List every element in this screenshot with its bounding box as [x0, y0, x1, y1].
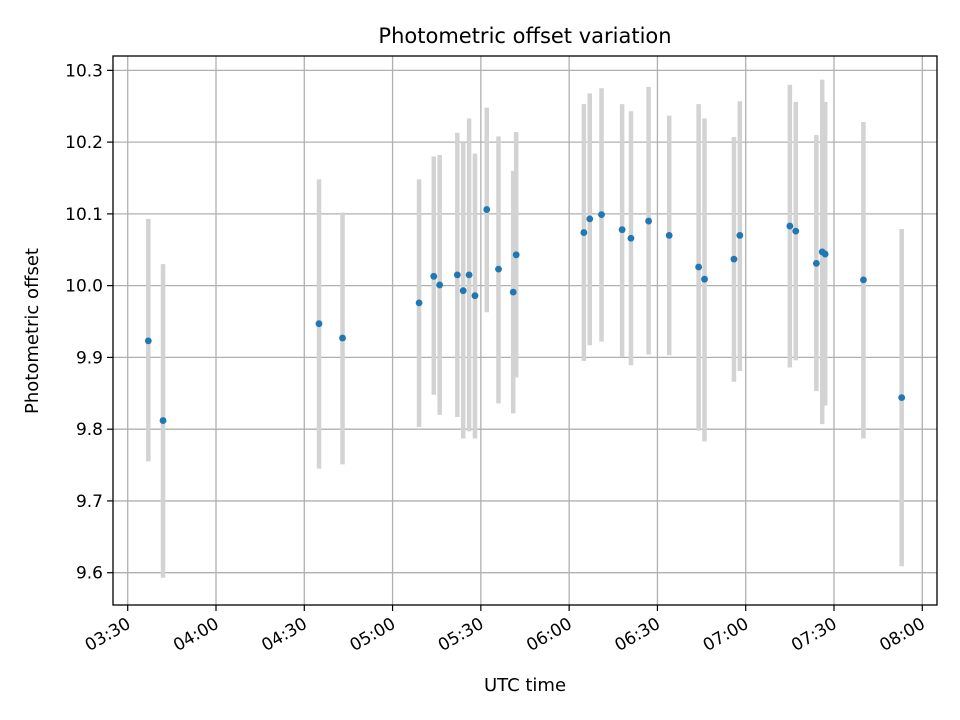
data-point — [860, 276, 867, 284]
chart-title: Photometric offset variation — [378, 24, 671, 48]
marker-layer — [144, 206, 906, 424]
x-tick-label: 08:00 — [876, 614, 928, 656]
data-point — [665, 232, 673, 239]
x-tick-label: 04:00 — [170, 614, 222, 656]
data-point — [821, 250, 829, 258]
y-tick-label: 9.6 — [76, 564, 103, 584]
x-tick-label: 06:30 — [611, 614, 663, 656]
data-point — [315, 320, 323, 328]
data-point — [792, 227, 800, 235]
data-point — [701, 275, 708, 283]
data-point — [695, 263, 703, 271]
data-point — [736, 232, 744, 239]
plot-frame — [112, 55, 938, 606]
data-point — [580, 229, 588, 236]
data-point — [495, 265, 502, 273]
y-tick-label: 9.9 — [76, 348, 103, 368]
y-tick-label: 10.0 — [65, 277, 103, 297]
data-point — [598, 211, 605, 219]
x-tick-label: 03:30 — [82, 614, 134, 656]
errorbar-layer — [146, 79, 904, 578]
data-point — [627, 234, 635, 242]
y-tick-label: 10.2 — [65, 133, 103, 153]
x-tick-label: 04:30 — [258, 614, 310, 656]
data-point — [730, 255, 738, 263]
y-tick-label: 10.1 — [65, 205, 103, 225]
data-point — [786, 222, 794, 230]
x-tick-label: 07:30 — [788, 614, 840, 656]
data-point — [898, 394, 906, 401]
y-axis-title: Photometric offset — [22, 248, 43, 414]
y-tick-label: 9.8 — [76, 420, 103, 440]
y-tick-label: 10.3 — [65, 61, 103, 81]
data-point — [645, 217, 652, 225]
data-point — [339, 334, 346, 342]
grid-layer — [113, 56, 937, 605]
x-tick-label: 05:30 — [435, 614, 487, 656]
x-axis-title: UTC time — [484, 675, 566, 696]
data-point — [453, 271, 461, 279]
data-point — [144, 337, 152, 345]
data-point — [471, 292, 479, 300]
data-point — [430, 272, 438, 280]
data-point — [465, 271, 473, 279]
data-point — [415, 299, 423, 307]
data-point — [812, 260, 820, 267]
data-point — [436, 281, 444, 289]
x-tick-label: 07:00 — [700, 614, 752, 656]
data-point — [618, 226, 626, 234]
data-point — [459, 287, 467, 295]
data-point — [483, 206, 491, 213]
x-tick-label: 06:00 — [523, 614, 575, 656]
data-point — [512, 251, 520, 259]
data-point — [509, 288, 517, 296]
data-point — [159, 417, 167, 424]
y-tick-label: 9.7 — [76, 492, 103, 512]
data-point — [586, 215, 594, 223]
x-tick-label: 05:00 — [347, 614, 399, 656]
